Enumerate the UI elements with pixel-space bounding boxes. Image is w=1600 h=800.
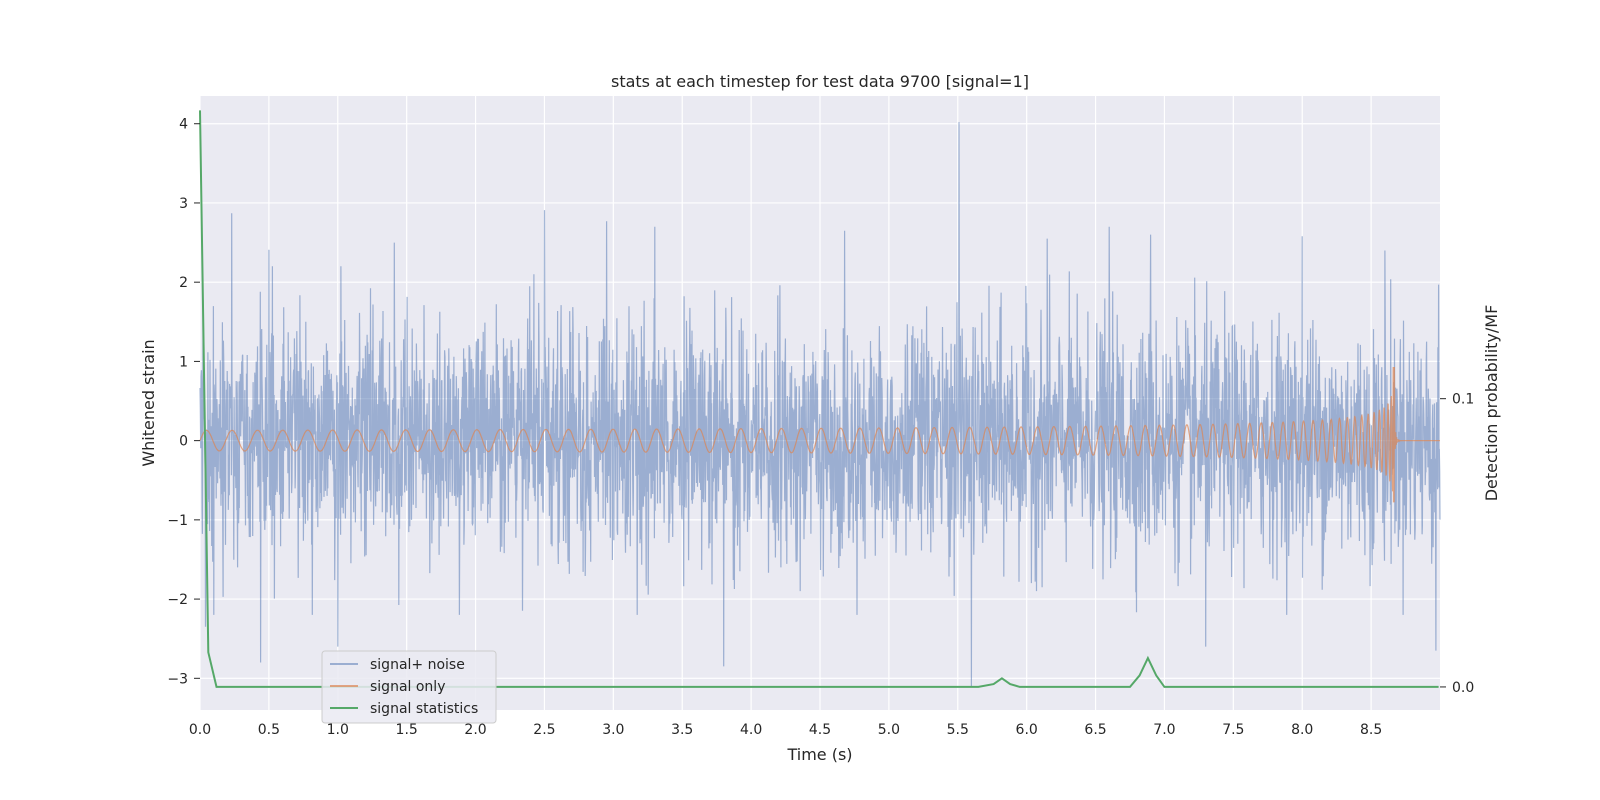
legend-entry: signal only xyxy=(370,679,445,695)
y-tick-label: −1 xyxy=(167,513,188,529)
y-tick-label: −3 xyxy=(167,671,188,687)
x-tick-label: 8.5 xyxy=(1360,722,1382,738)
y-tick-label: 1 xyxy=(179,354,188,370)
y-tick-label: 0 xyxy=(179,434,188,450)
x-tick-label: 5.0 xyxy=(878,722,900,738)
grid xyxy=(199,96,1440,710)
y-axis-label: Whitened strain xyxy=(139,339,158,466)
x-tick-label: 0.5 xyxy=(258,722,280,738)
y-tick-label: 3 xyxy=(179,196,188,212)
series-line xyxy=(199,122,1441,687)
x-tick-label: 2.5 xyxy=(533,722,555,738)
y-tick-label: −2 xyxy=(167,592,188,608)
y2-tick-label: 0.0 xyxy=(1452,680,1474,696)
x-tick-label: 7.0 xyxy=(1153,722,1175,738)
x-tick-label: 5.5 xyxy=(947,722,969,738)
x-tick-label: 1.0 xyxy=(327,722,349,738)
axes-layer: 0.0 0.5 1.0 1.5 2.0 2.5 3.0 3.5 4.0 4.5 5.0 5.5 6.0 6… xyxy=(167,117,1474,738)
legend-entry: signal+ noise xyxy=(370,657,465,673)
x-tick-label: 0.0 xyxy=(189,722,211,738)
x-tick-label: 4.0 xyxy=(740,722,762,738)
x-tick-label: 6.5 xyxy=(1084,722,1106,738)
legend-frame xyxy=(321,650,497,724)
y-tick-label: 2 xyxy=(179,275,188,291)
x-tick-label: 3.5 xyxy=(671,722,693,738)
legend-entry: signal statistics xyxy=(370,701,478,717)
y2-tick-label: 0.1 xyxy=(1452,392,1474,408)
y2-axis-label: Detection probability/MF xyxy=(1482,305,1501,502)
x-tick-label: 2.0 xyxy=(464,722,486,738)
chart-title: stats at each timestep for test data 970… xyxy=(611,72,1029,91)
series-line xyxy=(199,366,1440,503)
x-tick-label: 8.0 xyxy=(1291,722,1313,738)
x-tick-label: 1.5 xyxy=(396,722,418,738)
x-axis-label: Time (s) xyxy=(786,745,852,764)
legend: signal+ noise signal only signal statistic… xyxy=(321,650,497,724)
x-tick-label: 4.5 xyxy=(809,722,831,738)
x-tick-label: 7.5 xyxy=(1222,722,1244,738)
x-tick-label: 3.0 xyxy=(602,722,624,738)
series-signal-noise xyxy=(199,122,1441,687)
x-tick-label: 6.0 xyxy=(1016,722,1038,738)
y-tick-label: 4 xyxy=(179,117,188,133)
series-signal-only xyxy=(199,366,1440,503)
